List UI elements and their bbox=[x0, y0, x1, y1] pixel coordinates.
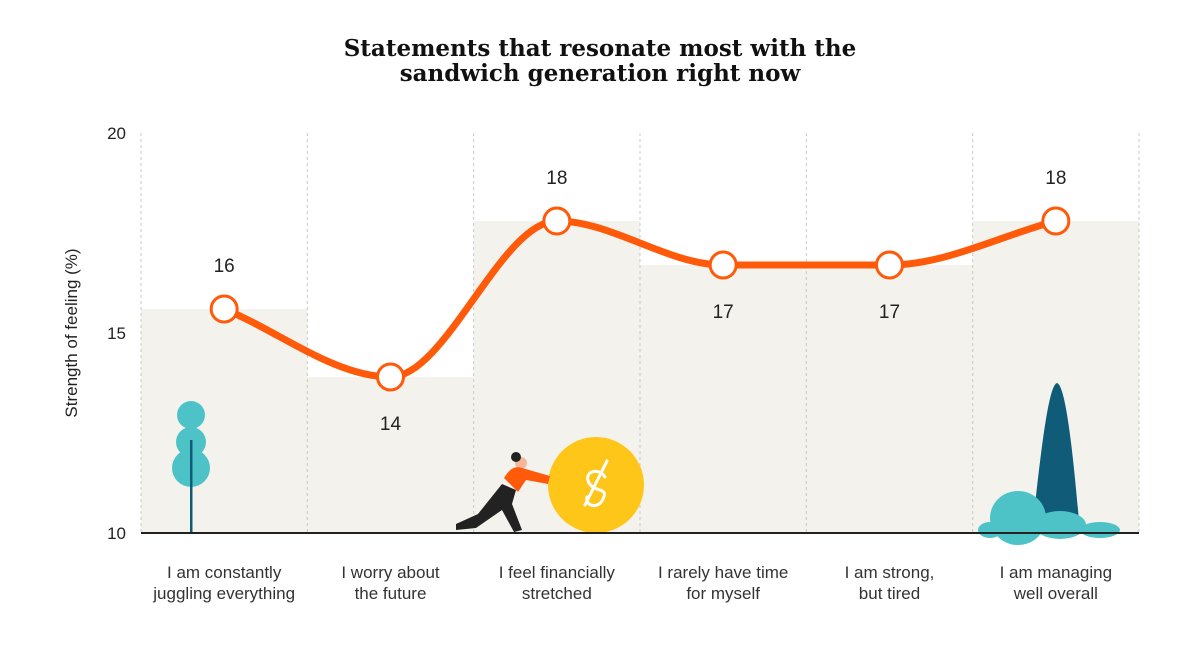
tree-illustration bbox=[172, 401, 210, 533]
data-label: 18 bbox=[1045, 168, 1066, 189]
x-category-label: for myself bbox=[686, 584, 760, 603]
y-tick-label: 10 bbox=[107, 524, 126, 543]
column-background bbox=[307, 377, 474, 533]
x-category-label: I am strong, bbox=[845, 563, 935, 582]
x-category-label: stretched bbox=[522, 584, 592, 603]
y-tick-label: 15 bbox=[107, 324, 126, 343]
column-background bbox=[141, 309, 308, 533]
x-category-label: I worry about bbox=[341, 563, 440, 582]
y-axis-label: Strength of feeling (%) bbox=[62, 248, 81, 417]
x-category-label: I am constantly bbox=[167, 563, 282, 582]
data-point bbox=[542, 206, 572, 236]
x-category-label: but tired bbox=[859, 584, 920, 603]
x-category-label: I feel financially bbox=[499, 563, 616, 582]
data-label: 18 bbox=[546, 168, 567, 189]
x-category-label: juggling everything bbox=[152, 584, 295, 603]
x-category-label: I rarely have time bbox=[658, 563, 788, 582]
x-category-label: well overall bbox=[1013, 584, 1098, 603]
illustrations bbox=[172, 383, 1120, 545]
data-point bbox=[209, 294, 239, 324]
data-label: 14 bbox=[380, 414, 402, 435]
data-point bbox=[376, 362, 405, 392]
x-category-label: the future bbox=[355, 584, 427, 603]
data-label: 16 bbox=[214, 256, 235, 277]
data-point bbox=[708, 250, 738, 280]
person-pushing-coin-illustration bbox=[456, 437, 644, 533]
chart-title: Statements that resonate most with the s… bbox=[343, 35, 857, 87]
data-point bbox=[875, 250, 904, 280]
column-background bbox=[806, 265, 973, 533]
column-background bbox=[640, 265, 807, 533]
data-label: 17 bbox=[713, 302, 734, 323]
data-point bbox=[1041, 206, 1071, 236]
data-label: 17 bbox=[879, 302, 900, 323]
y-tick-label: 20 bbox=[107, 124, 126, 143]
series-line bbox=[220, 217, 1060, 381]
x-category-label: I am managing bbox=[1000, 563, 1112, 582]
